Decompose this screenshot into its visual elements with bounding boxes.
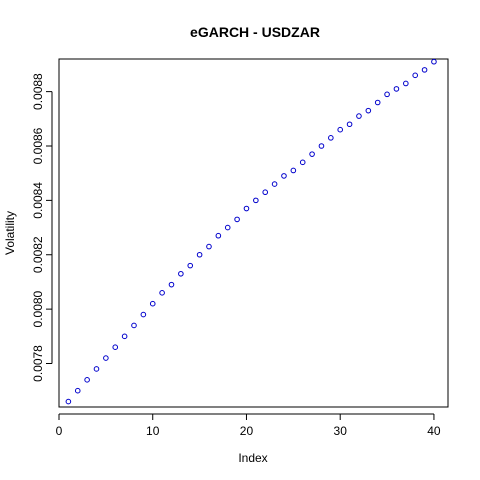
data-point — [310, 152, 315, 157]
data-point — [375, 100, 380, 105]
data-point — [347, 122, 352, 127]
data-point — [413, 73, 418, 78]
data-point — [179, 271, 184, 276]
data-point — [385, 92, 390, 97]
data-point — [254, 198, 259, 203]
data-point — [207, 244, 212, 249]
x-tick-label: 10 — [146, 424, 160, 438]
data-point — [75, 388, 80, 393]
x-tick-label: 20 — [240, 424, 254, 438]
data-point — [113, 345, 118, 350]
data-point — [104, 356, 109, 361]
data-point — [122, 334, 127, 339]
y-axis: 0.0078 0.0080 0.0082 0.0084 0.0086 0.0088 — [31, 73, 52, 382]
data-point — [235, 217, 240, 222]
x-axis: 0 10 20 30 40 — [56, 414, 441, 438]
data-point — [282, 174, 287, 179]
data-point — [244, 206, 249, 211]
data-point — [263, 190, 268, 195]
data-point — [319, 144, 324, 149]
x-tick-label: 40 — [427, 424, 441, 438]
y-tick-label: 0.0080 — [31, 290, 45, 327]
data-point — [300, 160, 305, 165]
data-point — [225, 225, 230, 230]
data-point — [169, 282, 174, 287]
y-axis-label: Volatility — [3, 211, 17, 255]
data-point — [404, 81, 409, 86]
y-tick-label: 0.0088 — [31, 73, 45, 110]
data-point — [357, 114, 362, 119]
data-point — [160, 291, 165, 296]
data-point — [150, 301, 155, 306]
data-point — [422, 68, 427, 73]
x-axis-label: Index — [238, 451, 267, 465]
y-tick-label: 0.0086 — [31, 127, 45, 164]
data-point — [85, 378, 90, 383]
data-points — [66, 59, 436, 403]
data-point — [291, 168, 296, 173]
data-point — [338, 127, 343, 132]
data-point — [216, 233, 221, 238]
data-point — [394, 87, 399, 92]
chart-title: eGARCH - USDZAR — [190, 24, 320, 40]
x-tick-label: 0 — [56, 424, 63, 438]
data-point — [432, 59, 437, 64]
data-point — [329, 136, 334, 141]
data-point — [188, 263, 193, 268]
data-point — [132, 323, 137, 328]
data-point — [66, 399, 71, 404]
data-point — [272, 182, 277, 187]
y-tick-label: 0.0078 — [31, 345, 45, 382]
data-point — [366, 108, 371, 113]
plot-frame — [59, 59, 448, 407]
data-point — [141, 312, 146, 317]
y-tick-label: 0.0082 — [31, 236, 45, 273]
data-point — [197, 252, 202, 257]
y-tick-label: 0.0084 — [31, 182, 45, 219]
x-tick-label: 30 — [334, 424, 348, 438]
data-point — [94, 367, 99, 372]
